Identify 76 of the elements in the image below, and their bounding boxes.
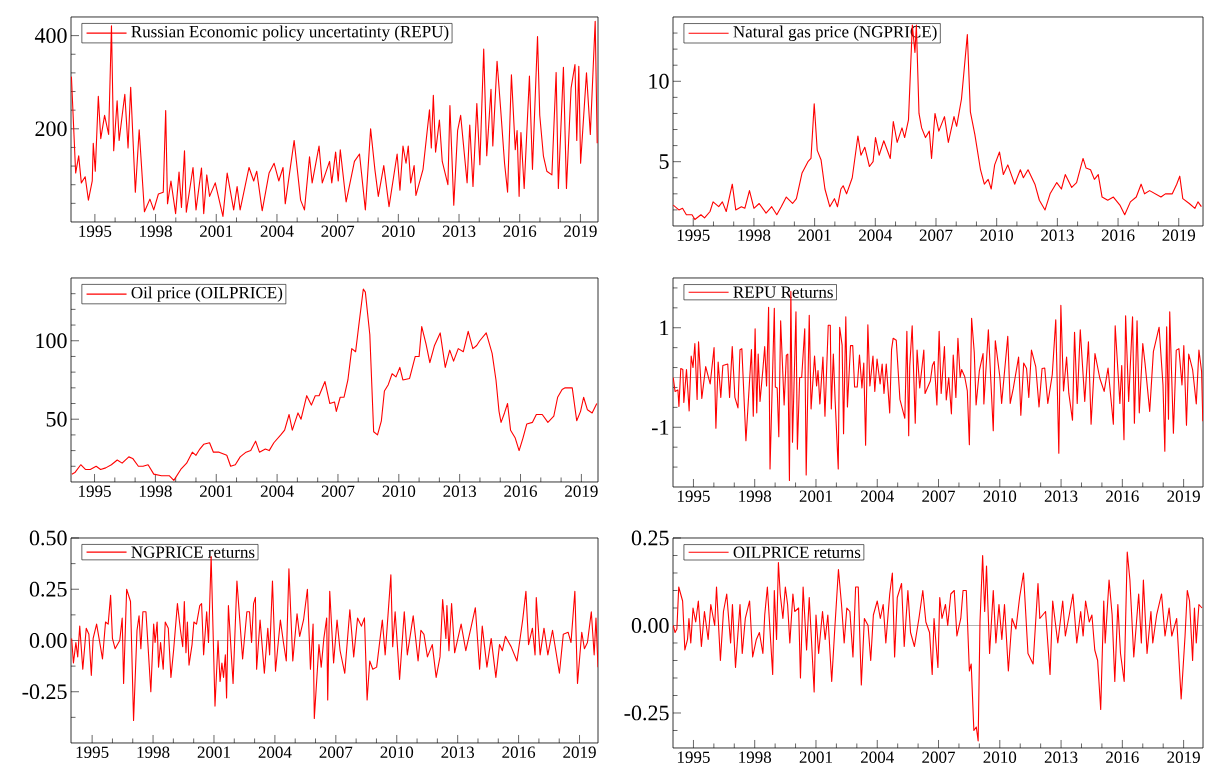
x-tick-label: 1998 [739,490,772,502]
x-tick-label: 1995 [677,490,710,502]
line-series [71,288,598,481]
y-tick-label: 10 [649,73,669,89]
x-tick-label: 2016 [1106,751,1139,763]
x-tick-label: 1998 [137,746,170,758]
x-tick-label: 1995 [677,751,710,763]
y-tick-label: -0.25 [22,684,67,700]
x-tick-label: 2019 [1162,229,1196,241]
y-tick-label: 0.00 [631,618,669,633]
x-tick-label: 2019 [1167,490,1200,502]
legend-label: OILPRICE returns [733,546,861,559]
x-tick-label: 2001 [200,225,233,237]
x-tick-label: 2016 [504,485,538,497]
y-tick-label: 5 [659,154,669,169]
x-tick-label: 2010 [983,490,1017,502]
legend-label: NGPRICE returns [131,546,255,558]
x-tick-label: 1995 [677,229,710,241]
x-tick-label: 1995 [79,485,111,497]
y-tick-label: 0.00 [29,633,67,648]
y-tick-label: -1 [651,420,669,435]
x-tick-label: 2007 [919,229,953,241]
x-tick-label: 2016 [503,225,537,237]
x-tick-label: 1995 [76,746,109,758]
x-tick-label: 1998 [738,229,771,241]
x-tick-label: 2007 [321,225,355,237]
x-tick-label: 2013 [1041,229,1074,241]
x-tick-label: 2016 [1106,490,1139,502]
x-tick-label: 2007 [922,751,956,763]
x-tick-label: 2013 [441,746,475,758]
y-tick-label: 0.25 [631,530,669,546]
x-tick-label: 2013 [442,225,476,237]
y-tick-label: 1 [660,320,669,336]
x-tick-label: 2004 [861,751,894,763]
x-tick-label: 2013 [1044,751,1078,763]
x-tick-label: 2007 [922,490,956,502]
x-tick-label: 2013 [443,485,477,497]
x-tick-label: 2004 [260,485,294,497]
x-tick-label: 2004 [260,225,294,237]
x-tick-label: 2001 [200,485,233,497]
x-tick-label: 2004 [861,490,894,502]
x-tick-label: 2019 [563,746,596,758]
y-tick-label: 50 [46,411,67,427]
x-tick-label: 2016 [502,746,536,758]
x-tick-label: 2019 [565,485,598,497]
x-tick-label: 2004 [859,229,893,241]
x-tick-label: 2010 [983,751,1017,763]
x-tick-label: 2019 [564,225,597,237]
x-tick-label: 2001 [799,490,832,502]
x-tick-label: 2001 [799,751,832,763]
line-series [71,20,598,217]
x-tick-label: 2007 [319,746,353,758]
x-tick-label: 2010 [382,225,415,237]
y-tick-label: 100 [36,333,67,349]
x-tick-label: 2001 [197,746,230,758]
x-tick-label: 1998 [739,751,772,763]
x-tick-label: 2010 [380,746,414,758]
legend-label: REPU Returns [733,286,833,298]
x-tick-label: 1998 [140,225,172,237]
x-tick-label: 1998 [139,485,172,497]
y-tick-label: 400 [34,28,67,44]
x-tick-label: 1995 [79,225,112,237]
x-tick-label: 2004 [258,746,292,758]
x-tick-label: 2007 [321,485,355,497]
legend-label: Oil price (OILPRICE) [131,286,283,302]
x-tick-label: 2010 [980,229,1014,241]
x-tick-label: 2019 [1167,751,1200,763]
x-tick-label: 2013 [1044,490,1078,502]
y-tick-label: 200 [35,121,67,137]
y-tick-label: 0.25 [29,581,67,597]
x-tick-label: 2010 [382,485,416,497]
y-tick-label: -0.25 [624,705,669,721]
y-tick-label: 0.50 [29,530,67,546]
legend-label: Russian Economic policy uncertatinty (REPU) [131,25,449,41]
x-tick-label: 2016 [1101,229,1135,241]
x-tick-label: 2001 [798,229,831,241]
